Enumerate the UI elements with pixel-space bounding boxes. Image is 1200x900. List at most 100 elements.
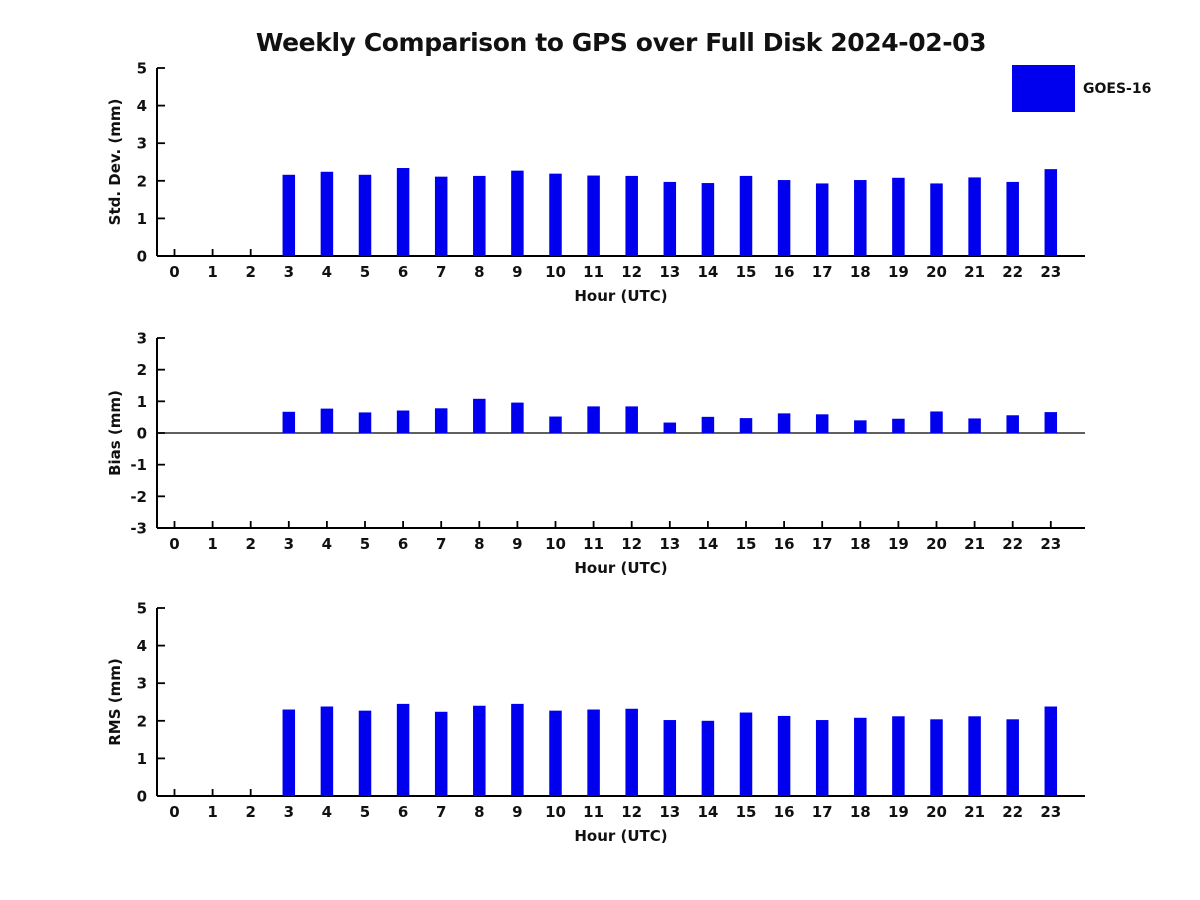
chart-title: Weekly Comparison to GPS over Full Disk … — [255, 28, 987, 57]
x-axis-label: Hour (UTC) — [574, 559, 667, 575]
bar — [1044, 706, 1058, 796]
x-tick-label: 8 — [474, 263, 484, 281]
x-tick-label: 12 — [621, 263, 642, 281]
x-tick-label: 1 — [207, 535, 217, 553]
x-tick-label: 22 — [1002, 263, 1023, 281]
bar — [473, 398, 486, 433]
x-tick-label: 12 — [621, 803, 642, 821]
x-tick-label: 1 — [207, 803, 217, 821]
y-tick-label: -2 — [130, 488, 147, 506]
x-tick-label: 2 — [245, 803, 255, 821]
bar — [701, 720, 715, 796]
x-tick-label: 8 — [474, 535, 484, 553]
bar — [815, 414, 829, 433]
x-tick-label: 16 — [774, 535, 795, 553]
x-tick-label: 20 — [926, 803, 947, 821]
x-tick-label: 4 — [322, 263, 332, 281]
bar — [968, 177, 981, 256]
x-tick-label: 16 — [774, 803, 795, 821]
bar — [739, 175, 753, 256]
bar — [930, 719, 943, 796]
bar — [625, 175, 638, 256]
bar — [701, 183, 715, 256]
x-tick-label: 17 — [812, 535, 833, 553]
bar — [930, 183, 943, 256]
bar — [511, 703, 524, 796]
x-tick-label: 0 — [169, 263, 179, 281]
x-tick-label: 11 — [583, 263, 604, 281]
bar — [587, 175, 600, 256]
x-tick-label: 14 — [697, 803, 718, 821]
x-tick-label: 11 — [583, 803, 604, 821]
y-tick-label: 5 — [137, 600, 147, 618]
x-tick-label: 9 — [512, 263, 522, 281]
y-tick-label: -1 — [130, 456, 147, 474]
x-tick-label: 5 — [360, 535, 370, 553]
y-tick-label: 3 — [137, 675, 147, 693]
bar — [282, 411, 296, 433]
x-tick-label: 0 — [169, 803, 179, 821]
x-tick-label: 5 — [360, 263, 370, 281]
bar — [320, 408, 334, 433]
y-tick-label: 4 — [137, 637, 147, 655]
y-axis-label: Bias (mm) — [106, 390, 124, 476]
bar — [1044, 412, 1058, 433]
y-tick-label: 2 — [137, 712, 147, 730]
y-axis-label: RMS (mm) — [106, 658, 124, 745]
x-tick-label: 7 — [436, 263, 446, 281]
bar — [663, 720, 677, 796]
bar — [701, 416, 715, 433]
bar — [1006, 719, 1019, 796]
legend-label: GOES-16 — [1083, 80, 1152, 97]
x-tick-label: 22 — [1002, 535, 1023, 553]
y-tick-label: 1 — [137, 210, 147, 228]
legend-swatch — [1012, 65, 1075, 112]
bar — [777, 413, 791, 433]
x-tick-label: 10 — [545, 803, 566, 821]
bar — [663, 181, 677, 256]
bar — [473, 705, 486, 796]
x-tick-label: 15 — [736, 535, 757, 553]
bar — [777, 180, 791, 256]
bar — [320, 171, 334, 256]
bar — [930, 411, 943, 433]
bar — [777, 715, 791, 796]
y-tick-label: 4 — [137, 97, 147, 115]
x-tick-label: 12 — [621, 535, 642, 553]
x-tick-label: 6 — [398, 803, 408, 821]
x-tick-label: 16 — [774, 263, 795, 281]
y-tick-label: 2 — [137, 172, 147, 190]
bar — [434, 408, 448, 433]
bar — [358, 710, 372, 796]
bar — [511, 402, 524, 433]
x-tick-label: 4 — [322, 803, 332, 821]
x-tick-label: 18 — [850, 263, 871, 281]
x-tick-label: 13 — [659, 535, 680, 553]
bar — [549, 173, 562, 256]
bar — [663, 422, 677, 433]
x-tick-label: 4 — [322, 535, 332, 553]
bar — [892, 716, 905, 796]
x-tick-label: 23 — [1040, 803, 1061, 821]
legend: GOES-16 — [1012, 65, 1151, 112]
x-tick-label: 22 — [1002, 803, 1023, 821]
x-tick-label: 18 — [850, 535, 871, 553]
x-tick-label: 0 — [169, 535, 179, 553]
x-tick-label: 23 — [1040, 263, 1061, 281]
bar — [739, 712, 753, 796]
x-tick-label: 13 — [659, 263, 680, 281]
bar — [587, 406, 600, 433]
y-tick-label: 0 — [137, 248, 147, 266]
bar — [1006, 181, 1019, 256]
bar — [396, 410, 410, 433]
x-tick-label: 3 — [284, 263, 294, 281]
bar — [396, 703, 410, 796]
x-tick-label: 1 — [207, 263, 217, 281]
x-tick-label: 19 — [888, 535, 909, 553]
bar — [625, 708, 638, 796]
x-axis-label: Hour (UTC) — [574, 287, 667, 305]
bar — [625, 406, 638, 433]
x-tick-label: 19 — [888, 263, 909, 281]
